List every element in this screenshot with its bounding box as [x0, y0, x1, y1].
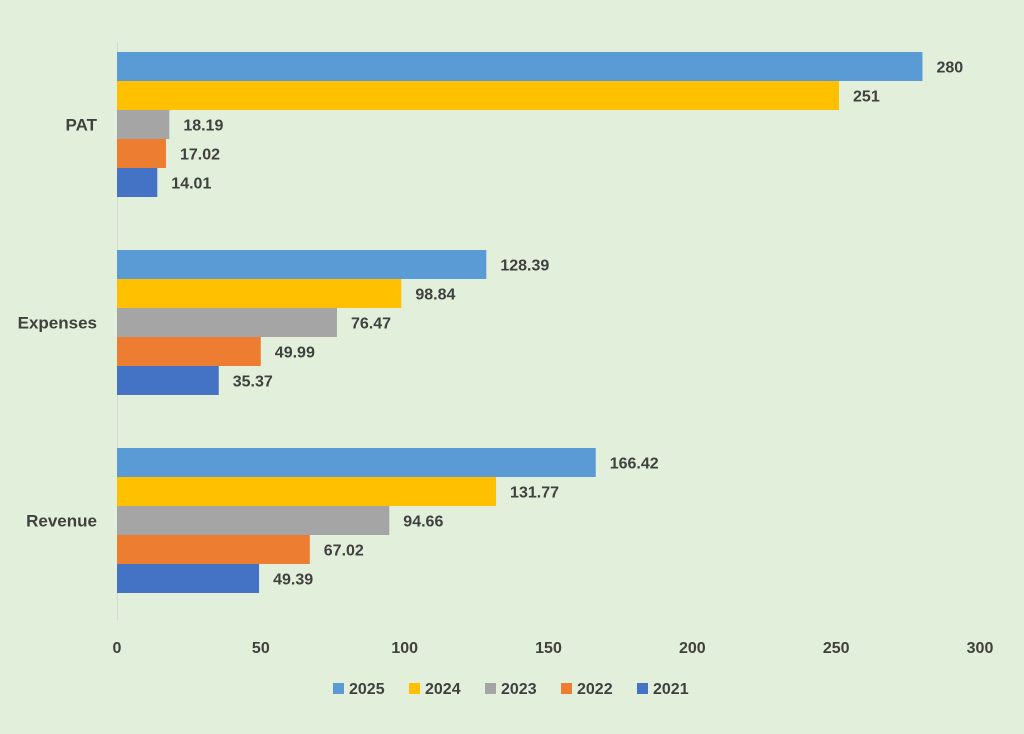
- bar-pat-2022: [117, 139, 166, 168]
- category-label-pat: PAT: [66, 116, 98, 135]
- legend-swatch-2021: [637, 683, 648, 694]
- x-tick-label-100: 100: [391, 640, 418, 657]
- bar-pat-2024: [117, 81, 840, 110]
- bar-expenses-2022: [117, 337, 261, 366]
- bar-expenses-2024: [117, 279, 402, 308]
- legend-label-2024: 2024: [425, 681, 461, 698]
- data-label-revenue-2023: 94.66: [403, 514, 443, 531]
- x-tick-label-150: 150: [535, 640, 562, 657]
- data-label-pat-2023: 18.19: [183, 118, 223, 135]
- data-label-expenses-2024: 98.84: [415, 287, 455, 304]
- x-tick-label-0: 0: [113, 640, 122, 657]
- bar-revenue-2022: [117, 535, 310, 564]
- bar-expenses-2023: [117, 308, 337, 337]
- legend-swatch-2025: [333, 683, 344, 694]
- legend-label-2022: 2022: [577, 681, 613, 698]
- data-label-pat-2025: 280: [936, 60, 963, 77]
- data-label-pat-2021: 14.01: [171, 176, 211, 193]
- legend-swatch-2023: [485, 683, 496, 694]
- category-label-revenue: Revenue: [26, 512, 97, 531]
- data-label-revenue-2025: 166.42: [610, 456, 659, 473]
- bar-revenue-2025: [117, 448, 596, 477]
- x-tick-label-200: 200: [679, 640, 706, 657]
- x-tick-label-50: 50: [252, 640, 270, 657]
- bar-pat-2025: [117, 52, 923, 81]
- data-label-pat-2022: 17.02: [180, 147, 220, 164]
- data-label-expenses-2021: 35.37: [233, 374, 273, 391]
- bar-pat-2021: [117, 168, 158, 197]
- legend-label-2025: 2025: [349, 681, 385, 698]
- bar-revenue-2023: [117, 506, 390, 535]
- data-label-revenue-2022: 67.02: [324, 543, 364, 560]
- data-label-pat-2024: 251: [853, 89, 880, 106]
- bar-revenue-2021: [117, 564, 260, 593]
- data-label-expenses-2023: 76.47: [351, 316, 391, 333]
- legend-swatch-2022: [561, 683, 572, 694]
- legend-label-2021: 2021: [653, 681, 689, 698]
- bar-pat-2023: [117, 110, 170, 139]
- bar-expenses-2025: [117, 250, 487, 279]
- x-tick-label-250: 250: [823, 640, 850, 657]
- x-tick-label-300: 300: [967, 640, 994, 657]
- data-label-revenue-2021: 49.39: [273, 572, 313, 589]
- category-label-expenses: Expenses: [18, 314, 97, 333]
- bar-revenue-2024: [117, 477, 497, 506]
- legend-label-2023: 2023: [501, 681, 537, 698]
- bar-expenses-2021: [117, 366, 219, 395]
- data-label-expenses-2025: 128.39: [500, 258, 549, 275]
- legend-swatch-2024: [409, 683, 420, 694]
- data-label-revenue-2024: 131.77: [510, 485, 559, 502]
- data-label-expenses-2022: 49.99: [275, 345, 315, 362]
